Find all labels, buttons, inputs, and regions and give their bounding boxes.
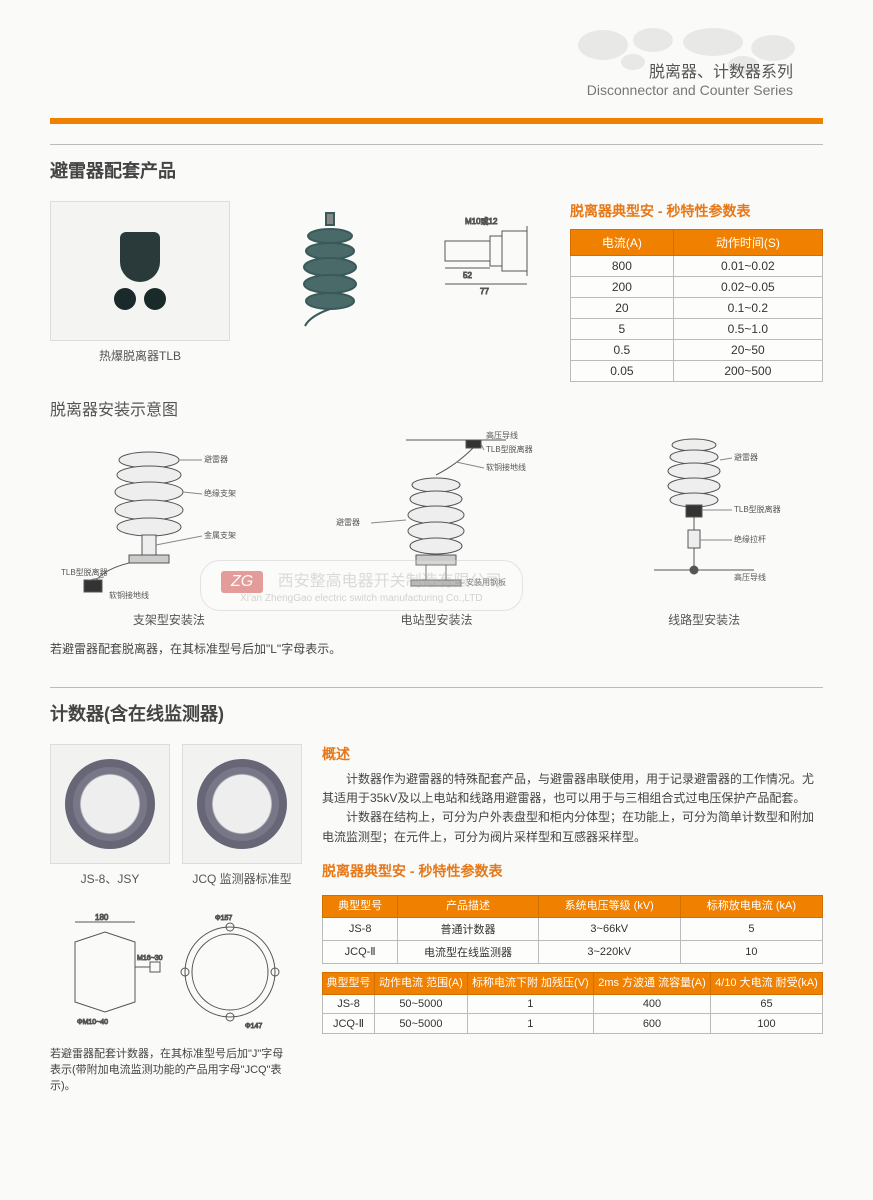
install-note: 若避雷器配套脱离器，在其标准型号后加"L"字母表示。 [50, 640, 823, 657]
dim-note: 若避雷器配套计数器，在其标准型号后加"J"字母表示(带附加电流监测功能的产品用字… [50, 1045, 290, 1093]
spec-table-b: 典型型号动作电流 范围(A) 标称电流下附 加残压(V)2ms 方波通 流容量(… [322, 972, 823, 1034]
header-title: 脱离器、计数器系列 Disconnector and Counter Serie… [587, 58, 793, 98]
caption-js: JS-8、JSY [50, 870, 170, 887]
table-row: 8000.01~0.02 [571, 256, 823, 277]
table-row: JS-8普通计数器3~66kV5 [323, 917, 823, 940]
section2-title: 计数器(含在线监测器) [50, 687, 823, 726]
svg-text:180: 180 [95, 913, 109, 922]
spec-tables: 典型型号产品描述 系统电压等级 (kV)标称放电电流 (kA) JS-8普通计数… [322, 895, 823, 1034]
watermark-company-cn: 西安整高电器开关制造有限公司 [278, 573, 502, 590]
desc-p2: 计数器在结构上，可分为户外表盘型和柜内分体型；在功能上，可分为简单计数型和附加电… [322, 808, 823, 846]
install-title: 脱离器安装示意图 [50, 396, 823, 420]
svg-text:TLB型脱离器: TLB型脱离器 [61, 567, 108, 577]
param-table-block: 脱离器典型安 - 秒特性参数表 电流(A)动作时间(S) 8000.01~0.0… [570, 201, 823, 382]
spec-table-a: 典型型号产品描述 系统电压等级 (kV)标称放电电流 (kA) JS-8普通计数… [322, 895, 823, 964]
svg-text:绝缘支架: 绝缘支架 [204, 488, 236, 498]
svg-text:TLB型脱离器: TLB型脱离器 [486, 444, 533, 454]
orange-divider [50, 118, 823, 124]
product-photo-tlb: 热爆脱离器TLB [50, 201, 230, 382]
counter-description: 概述 计数器作为避雷器的特殊配套产品，与避雷器串联使用，用于记录避雷器的工作情况… [322, 744, 823, 1093]
header-title-cn: 脱离器、计数器系列 [587, 58, 793, 82]
table-row: 2000.02~0.05 [571, 277, 823, 298]
section1-title: 避雷器配套产品 [50, 144, 823, 183]
watermark-badge: ZG [221, 571, 263, 593]
param-table: 电流(A)动作时间(S) 8000.01~0.02 2000.02~0.05 2… [570, 229, 823, 382]
page-header: 脱离器、计数器系列 Disconnector and Counter Serie… [50, 40, 823, 110]
desc-p1: 计数器作为避雷器的特殊配套产品，与避雷器串联使用，用于记录避雷器的工作情况。尤其… [322, 770, 823, 808]
table-row: 0.520~50 [571, 340, 823, 361]
caption-jcq: JCQ 监测器标准型 [182, 870, 302, 887]
svg-text:TLB型脱离器: TLB型脱离器 [734, 504, 781, 514]
bolt-drawing: M10或12 52 77 [430, 201, 550, 301]
header-title-en: Disconnector and Counter Series [587, 82, 793, 98]
svg-text:Φ147: Φ147 [245, 1023, 262, 1030]
install-caption-2: 电站型安装法 [326, 611, 546, 628]
counter-photo-jcq [182, 744, 302, 864]
svg-text:77: 77 [480, 287, 489, 296]
svg-text:避雷器: 避雷器 [204, 454, 228, 464]
table-row: JCQ-Ⅱ电流型在线监测器3~220kV10 [323, 940, 823, 963]
param-title: 脱离器典型安 - 秒特性参数表 [570, 201, 823, 221]
dimension-drawing: 180 M16~30 ΦM10~40 Φ157 Φ147 [50, 907, 290, 1037]
caption-tlb: 热爆脱离器TLB [50, 347, 230, 364]
svg-text:ΦM10~40: ΦM10~40 [77, 1019, 108, 1026]
svg-text:52: 52 [463, 271, 472, 280]
table-row: 50.5~1.0 [571, 319, 823, 340]
svg-text:金属支架: 金属支架 [204, 530, 236, 540]
svg-text:Φ157: Φ157 [215, 915, 232, 922]
svg-text:绝缘拉杆: 绝缘拉杆 [734, 534, 766, 544]
install-caption-3: 线路型安装法 [594, 611, 814, 628]
svg-text:软铜接地线: 软铜接地线 [109, 590, 149, 600]
table-row: JCQ-Ⅱ50~50001600100 [323, 1014, 823, 1034]
counter-photo-js [50, 744, 170, 864]
svg-text:M16~30: M16~30 [137, 955, 163, 962]
svg-text:高压导线: 高压导线 [486, 430, 518, 440]
arrester-photo [250, 201, 410, 341]
install-caption-1: 支架型安装法 [59, 611, 279, 628]
section2-param-title: 脱离器典型安 - 秒特性参数表 [322, 861, 823, 881]
table-row: 200.1~0.2 [571, 298, 823, 319]
svg-text:避雷器: 避雷器 [734, 452, 758, 462]
svg-text:M10或12: M10或12 [465, 216, 498, 226]
svg-text:高压导线: 高压导线 [734, 572, 766, 582]
desc-title: 概述 [322, 744, 823, 764]
table-row: 0.05200~500 [571, 361, 823, 382]
svg-text:软铜接地线: 软铜接地线 [486, 462, 526, 472]
table-row: JS-850~5000140065 [323, 995, 823, 1014]
watermark-company-en: Xi'an ZhengGao electric switch manufactu… [221, 593, 502, 604]
svg-text:避雷器: 避雷器 [336, 517, 360, 527]
install-3: 避雷器 TLB型脱离器 绝缘拉杆 高压导线 线路型安装法 [594, 430, 814, 628]
watermark: ZG 西安整高电器开关制造有限公司 Xi'an ZhengGao electri… [200, 560, 523, 611]
counter-photos: JS-8、JSY JCQ 监测器标准型 180 M16~30 ΦM10~40 [50, 744, 302, 1093]
